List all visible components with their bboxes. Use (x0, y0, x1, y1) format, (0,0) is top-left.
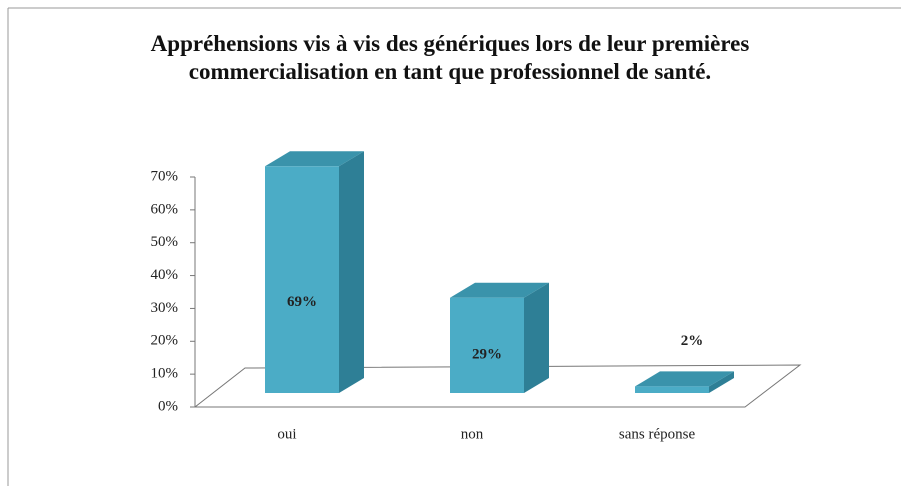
value-label: 69% (287, 294, 317, 310)
bar (265, 166, 339, 393)
y-tick-label: 50% (151, 234, 179, 250)
y-tick-label: 10% (151, 366, 179, 382)
x-tick-label: non (461, 426, 484, 442)
bar-side (709, 371, 734, 393)
x-tick-label: oui (277, 426, 296, 442)
bar-side (524, 282, 549, 393)
bar-top (265, 151, 364, 167)
y-tick-label: 60% (151, 201, 179, 217)
bar-top (450, 282, 549, 298)
y-tick-label: 40% (151, 267, 179, 283)
y-tick-label: 0% (158, 398, 178, 414)
y-tick-label: 20% (151, 333, 179, 349)
bar (450, 297, 524, 393)
x-tick-label: sans réponse (619, 426, 696, 442)
bar-top (635, 371, 734, 387)
bar (635, 386, 709, 393)
y-tick-label: 30% (151, 300, 179, 316)
value-label: 2% (681, 333, 704, 349)
chart-title: Appréhensions vis à vis des génériques l… (150, 31, 750, 84)
y-tick-label: 70% (151, 168, 179, 184)
bar-side (339, 151, 364, 393)
value-label: 29% (472, 346, 502, 362)
